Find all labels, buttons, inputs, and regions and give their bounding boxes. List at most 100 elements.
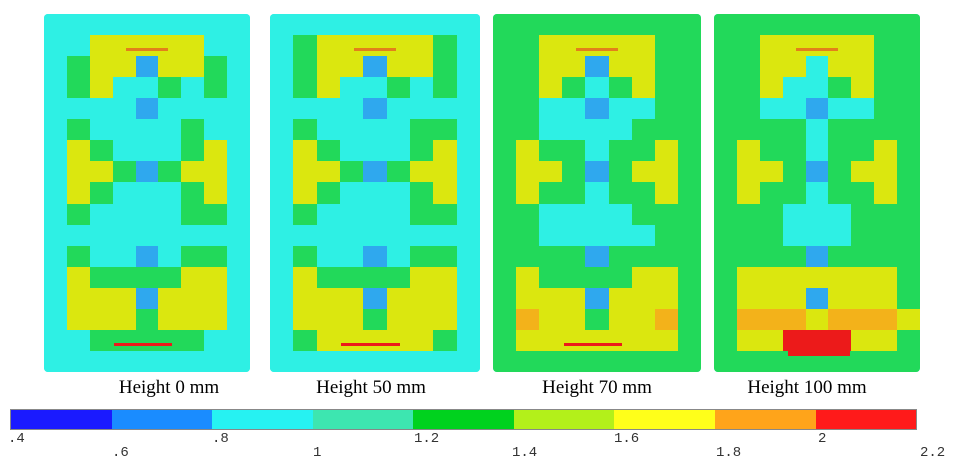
contour-cell [433, 350, 457, 372]
contour-cell [204, 308, 228, 330]
contour-cell [363, 308, 387, 330]
contour-cell [363, 14, 387, 36]
contour-cell [562, 203, 586, 225]
contour-cell [204, 56, 228, 78]
contour-cell [782, 98, 806, 120]
contour-cell [363, 245, 387, 267]
contour-cell [135, 56, 159, 78]
contour-cell [363, 329, 387, 351]
contour-cell [608, 56, 632, 78]
contour-cell [677, 140, 701, 162]
contour-cell [714, 56, 737, 78]
contour-cell [181, 14, 205, 36]
contour-cell [363, 224, 387, 246]
contour-cell [316, 203, 340, 225]
contour-cell [112, 266, 136, 288]
contour-cell [158, 329, 182, 351]
contour-cell [44, 245, 67, 267]
contour-cell [677, 266, 701, 288]
contour-cell [897, 77, 920, 99]
contour-cell [677, 77, 701, 99]
contour-cell [851, 14, 875, 36]
contour-cell [874, 350, 898, 372]
contour-cell [44, 350, 67, 372]
contour-cell [227, 56, 250, 78]
contour-cell [714, 245, 737, 267]
contour-panel-height-50 [270, 14, 480, 372]
contour-cell [493, 161, 517, 183]
contour-cell [340, 98, 364, 120]
contour-cell [204, 203, 228, 225]
contour-cell [386, 98, 410, 120]
contour-cell [782, 14, 806, 36]
contour-cell [585, 56, 609, 78]
contour-cell [66, 203, 90, 225]
contour-cell [654, 161, 678, 183]
contour-cell [89, 119, 113, 141]
contour-cell [736, 119, 760, 141]
contour-cell [585, 77, 609, 99]
contour-cell [112, 140, 136, 162]
contour-cell [805, 140, 829, 162]
contour-cell [456, 14, 480, 36]
contour-cell [204, 35, 228, 57]
colorbar-segment [111, 410, 213, 429]
contour-cell [44, 14, 67, 36]
contour-cell [585, 224, 609, 246]
contour-panel-height-100 [714, 14, 920, 372]
contour-cell [539, 203, 563, 225]
contour-cell [270, 161, 294, 183]
contour-cell [736, 35, 760, 57]
contour-cell [782, 245, 806, 267]
colorbar-tick: .8 [212, 431, 229, 447]
contour-cell [828, 245, 852, 267]
contour-cell [112, 161, 136, 183]
contour-cell [89, 161, 113, 183]
contour-cell [851, 245, 875, 267]
contour-cell [654, 224, 678, 246]
contour-cell [44, 203, 67, 225]
contour-cell [433, 35, 457, 57]
contour-cell [562, 161, 586, 183]
contour-cell [293, 182, 317, 204]
contour-cell [539, 77, 563, 99]
contour-cell [736, 14, 760, 36]
contour-cell [89, 224, 113, 246]
contour-cell [539, 287, 563, 309]
contour-cell [493, 329, 517, 351]
contour-cell [89, 56, 113, 78]
contour-cell [293, 56, 317, 78]
contour-cell [89, 287, 113, 309]
contour-cell [89, 77, 113, 99]
contour-cell [539, 329, 563, 351]
contour-cell [135, 182, 159, 204]
contour-cell [135, 287, 159, 309]
contour-cell [340, 56, 364, 78]
contour-cell [316, 287, 340, 309]
contour-cell [759, 266, 783, 288]
contour-cell [805, 245, 829, 267]
contour-cell [759, 119, 783, 141]
contour-cell [204, 350, 228, 372]
contour-cell [227, 308, 250, 330]
contour-cell [759, 35, 783, 57]
contour-cell [631, 308, 655, 330]
contour-cell [759, 245, 783, 267]
contour-cell [897, 266, 920, 288]
contour-cell [897, 14, 920, 36]
contour-cell [158, 35, 182, 57]
contour-cell [608, 77, 632, 99]
contour-cell [181, 35, 205, 57]
panel-label-height-0: Height 0 mm [100, 373, 238, 403]
contour-cell [828, 77, 852, 99]
contour-cell [516, 35, 540, 57]
contour-cell [456, 308, 480, 330]
contour-cell [874, 35, 898, 57]
contour-cell [828, 119, 852, 141]
contour-cell [677, 224, 701, 246]
contour-cell [456, 35, 480, 57]
contour-cell [410, 350, 434, 372]
contour-cell [363, 140, 387, 162]
peak-stress-marker [788, 341, 850, 356]
contour-cell [874, 119, 898, 141]
